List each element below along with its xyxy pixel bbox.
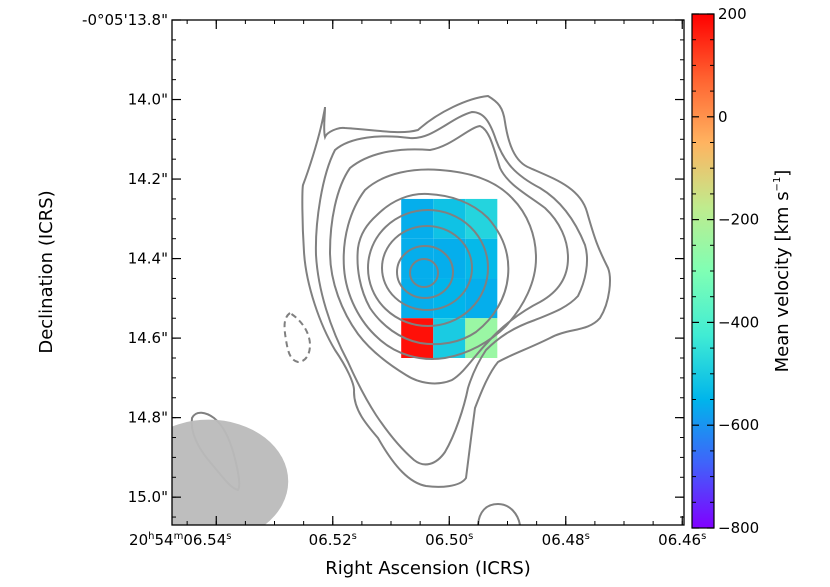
velocity-pixel bbox=[401, 198, 434, 239]
colorbar-tick-label: −600 bbox=[718, 416, 759, 434]
contour-lines bbox=[190, 94, 611, 525]
colorbar: 200 0 −200 −400 −600 −800 Mean velocity [km s… bbox=[691, 5, 793, 537]
velocity-pixel bbox=[465, 278, 498, 319]
y-tick-label: 14.0" bbox=[128, 91, 168, 109]
beam-ellipse bbox=[172, 419, 289, 525]
x-tick-label: 20h54m06.54s bbox=[129, 531, 231, 549]
y-tick-labels: -0°05'13.8" 14.0" 14.2" 14.4" 14.6" 14.8" 15.0… bbox=[82, 11, 168, 506]
velocity-pixels bbox=[401, 198, 498, 358]
contour-level-6 bbox=[367, 209, 489, 327]
colorbar-ticks: 200 0 −200 −400 −600 −800 bbox=[692, 5, 759, 537]
plot-frame bbox=[171, 19, 685, 526]
y-tick-label: 14.4" bbox=[128, 250, 168, 268]
colorbar-tick-label: 200 bbox=[718, 5, 747, 23]
y-tick-label: -0°05'13.8" bbox=[82, 11, 168, 29]
contour-level-9 bbox=[409, 258, 439, 288]
y-tick-label: 14.8" bbox=[128, 409, 168, 427]
plot-area bbox=[172, 94, 611, 525]
contour-level-8 bbox=[396, 245, 454, 299]
y-tick-label: 15.0" bbox=[128, 488, 168, 506]
y-tick-label: 14.2" bbox=[128, 170, 168, 188]
colorbar-label: Mean velocity [km s−1] bbox=[772, 170, 793, 373]
axes-ticks bbox=[172, 19, 684, 525]
colorbar-tick-label: 0 bbox=[718, 108, 728, 126]
contour-level-1 bbox=[301, 94, 611, 488]
x-tick-labels: 20h54m06.54s 06.52s 06.50s 06.48s 06.46s bbox=[129, 531, 706, 549]
x-tick-label: 06.46s bbox=[658, 531, 706, 549]
contour-bottom-edge bbox=[477, 502, 521, 525]
contour-level-7 bbox=[381, 225, 473, 311]
velocity-pixel bbox=[401, 238, 434, 279]
contour-level-4 bbox=[342, 168, 538, 360]
y-axis-label: Declination (ICRS) bbox=[36, 190, 57, 353]
x-tick-label: 06.52s bbox=[309, 531, 357, 549]
colorbar-tick-label: −800 bbox=[718, 519, 759, 537]
velocity-pixel bbox=[433, 318, 466, 358]
colorbar-gradient bbox=[692, 14, 714, 528]
contour-level-3 bbox=[328, 124, 570, 385]
x-tick-label: 06.50s bbox=[425, 531, 473, 549]
colorbar-tick-label: −200 bbox=[718, 211, 759, 229]
x-axis-label: Right Ascension (ICRS) bbox=[325, 558, 531, 579]
x-tick-label: 06.48s bbox=[542, 531, 590, 549]
contour-level-5 bbox=[356, 192, 510, 346]
y-tick-label: 14.6" bbox=[128, 329, 168, 347]
contour-negative bbox=[283, 311, 312, 364]
colorbar-tick-label: −400 bbox=[718, 313, 759, 331]
contour-level-2 bbox=[314, 110, 588, 466]
